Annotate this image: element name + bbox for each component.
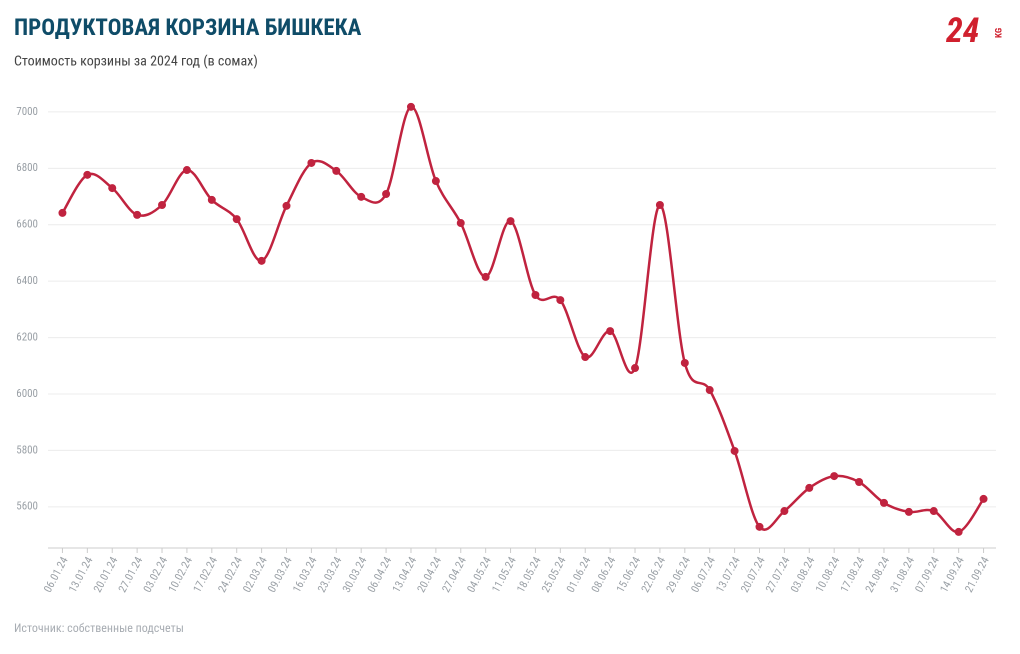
data-point <box>954 527 963 536</box>
data-point <box>158 201 167 210</box>
data-point <box>456 219 465 228</box>
data-point <box>730 446 739 455</box>
data-point <box>780 507 789 516</box>
y-tick-label: 7000 <box>16 105 38 118</box>
data-point <box>182 166 191 175</box>
y-tick-label: 6800 <box>16 161 38 174</box>
y-tick-label: 6600 <box>16 218 38 231</box>
data-point <box>855 477 864 486</box>
y-tick-label: 6000 <box>16 387 38 400</box>
data-point <box>83 170 92 179</box>
data-point <box>357 192 366 201</box>
data-point <box>307 158 316 167</box>
data-point <box>282 201 291 210</box>
data-point <box>581 353 590 362</box>
source-note: Источник: собственные подсчеты <box>14 621 184 635</box>
data-point <box>755 522 764 531</box>
data-point <box>431 177 440 186</box>
series-line <box>61 105 985 534</box>
chart-subtitle: Стоимость корзины за 2024 год (в сомах) <box>14 54 258 70</box>
data-point <box>929 507 938 516</box>
data-point <box>207 195 216 204</box>
data-point <box>705 386 714 395</box>
data-point <box>257 256 266 265</box>
data-point <box>382 190 391 199</box>
data-point <box>481 272 490 281</box>
y-tick-label: 5800 <box>16 443 38 456</box>
data-point <box>830 472 839 481</box>
data-point <box>506 217 515 226</box>
data-point <box>606 327 615 336</box>
data-point <box>655 201 664 210</box>
data-point <box>556 296 565 305</box>
chart-title: ПРОДУКТОВАЯ КОРЗИНА БИШКЕКА <box>14 14 362 41</box>
y-tick-label: 6400 <box>16 274 38 287</box>
data-point <box>232 215 241 224</box>
data-point <box>108 184 117 193</box>
data-point <box>406 102 415 111</box>
y-tick-label: 6200 <box>16 330 38 343</box>
logo-sub: KG <box>994 28 1004 38</box>
data-point <box>631 364 640 373</box>
data-point <box>805 483 814 492</box>
data-point <box>531 290 540 299</box>
data-point <box>133 210 142 219</box>
data-point <box>904 507 913 516</box>
data-point <box>879 498 888 507</box>
data-point <box>979 494 988 503</box>
data-point <box>58 208 67 217</box>
logo: 24 <box>945 11 980 51</box>
data-point <box>680 358 689 367</box>
y-tick-label: 5600 <box>16 500 38 513</box>
x-tick-label: 21.09.24 <box>962 554 992 594</box>
data-point <box>332 166 341 175</box>
